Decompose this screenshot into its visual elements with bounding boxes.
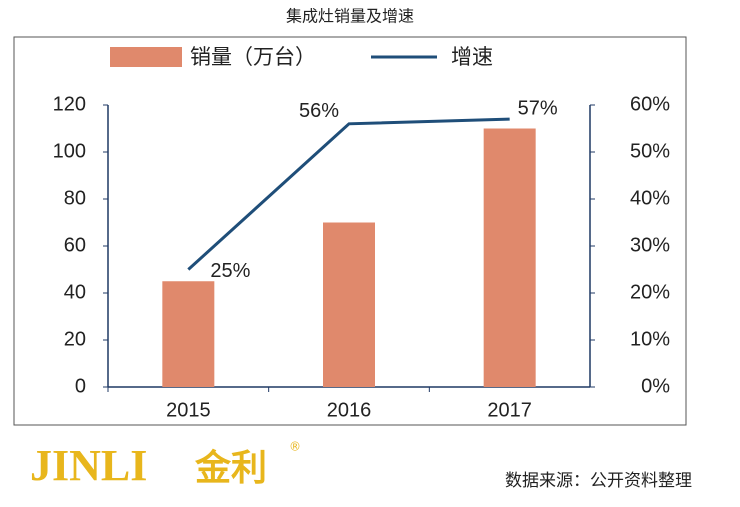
line [187, 117, 510, 271]
y-tick-label: 20 [64, 328, 86, 350]
value-label: 25% [210, 260, 250, 282]
x-tick-label: 2016 [327, 399, 372, 421]
chart-title: 集成灶销量及增速 [286, 7, 414, 26]
y-tick-label: 40 [64, 281, 86, 303]
bar [323, 222, 375, 387]
y2-tick-label: 50% [630, 140, 670, 162]
y2-tick-label: 40% [630, 187, 670, 209]
y-tick-label: 100 [53, 140, 86, 162]
y-tick-label: 60 [64, 234, 86, 256]
y-tick-label: 0 [75, 375, 86, 397]
logo: JINLI [30, 441, 147, 490]
bar [483, 128, 536, 387]
y2-tick-label: 10% [630, 328, 670, 350]
y2-tick-label: 30% [630, 234, 670, 256]
legend-label: 增速 [451, 45, 493, 69]
x-tick-label: 2017 [487, 399, 532, 421]
legend-swatch [110, 47, 182, 67]
y-tick-label: 80 [64, 187, 86, 209]
y-tick-label: 120 [53, 93, 86, 115]
value-label: 57% [518, 97, 558, 119]
y2-tick-label: 0% [641, 375, 670, 397]
value-label: 56% [299, 100, 339, 122]
x-tick-label: 2015 [166, 399, 211, 421]
chart-frame [13, 36, 687, 426]
logo-mark: ® [289, 440, 301, 454]
logo-cn: 金利 [194, 447, 267, 489]
bar [162, 281, 215, 387]
y2-tick-label: 60% [630, 93, 670, 115]
source: 数据来源：公开资料整理 [505, 471, 692, 491]
legend-label: 销量（万台） [190, 45, 316, 69]
y2-tick-label: 20% [630, 281, 670, 303]
